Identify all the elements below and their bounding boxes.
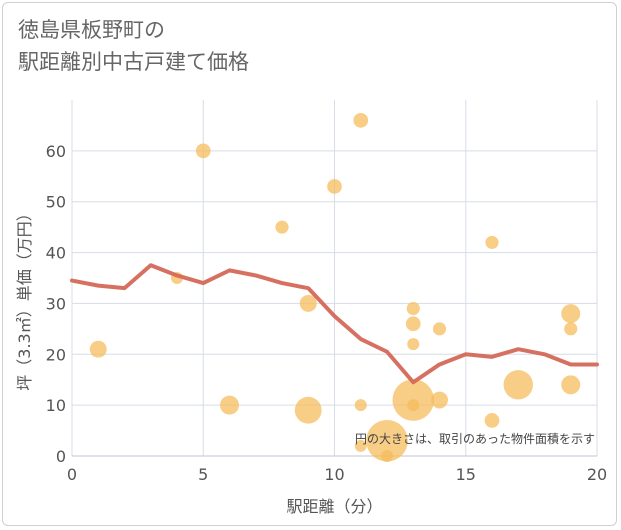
- bubble-19: [431, 391, 448, 409]
- title-line-2: 駅距離別中古戸建て価格: [18, 50, 249, 74]
- bubble-11: [366, 419, 408, 462]
- y-tick-label-2: 20: [46, 345, 66, 364]
- y-tick-label-6: 60: [46, 142, 66, 161]
- bubble-14: [405, 316, 421, 332]
- average-line: [70, 263, 599, 385]
- y-tick-label-5: 50: [46, 193, 66, 212]
- y-tick-label-4: 40: [46, 244, 66, 263]
- y-tick-label-0: 0: [56, 447, 66, 466]
- title-line-1: 徳島県板野町の: [18, 18, 165, 42]
- x-tick-label-1: 5: [198, 465, 208, 484]
- bubble-8: [353, 112, 369, 128]
- x-tick-label-3: 15: [456, 465, 476, 484]
- bubble-22: [503, 370, 533, 400]
- bubble-20: [485, 235, 499, 249]
- x-tick-label-4: 20: [587, 465, 607, 484]
- bubble-12: [381, 450, 393, 462]
- chart-frame: [2, 2, 617, 526]
- bubble-9: [354, 399, 367, 412]
- y-tick-label-3: 30: [46, 294, 66, 313]
- bubble-2: [195, 143, 211, 159]
- chart-title: 徳島県板野町の 駅距離別中古戸建て価格: [18, 14, 249, 78]
- y-tick-label-1: 10: [46, 396, 66, 415]
- bubble-24: [564, 322, 578, 336]
- bubble-4: [275, 220, 289, 234]
- bubble-3: [220, 395, 239, 415]
- bubble-23: [561, 304, 581, 324]
- x-axis-label: 駅距離（分）: [286, 497, 382, 516]
- y-axis-label: 坪（3.3㎡）単価（万円）: [15, 205, 34, 390]
- bubble-0: [89, 340, 107, 358]
- line-layer: [70, 263, 599, 385]
- bubble-5: [299, 294, 317, 312]
- bubble-6: [294, 396, 322, 424]
- bubble-17: [407, 399, 420, 412]
- bubble-10: [354, 439, 367, 452]
- bubble-21: [484, 413, 500, 428]
- bubble-7: [327, 179, 342, 194]
- tick-labels: 0 10 20 30 40 50 60 0 5 10 15 20: [46, 142, 608, 484]
- bubble-layer: [89, 112, 581, 462]
- x-tick-label-2: 10: [324, 465, 344, 484]
- grid: [71, 100, 598, 457]
- size-note: 円の大きさは、取引のあった物件面積を示す: [355, 431, 595, 446]
- bubble-25: [561, 375, 581, 395]
- x-tick-label-0: 0: [67, 465, 77, 484]
- bubble-18: [432, 322, 447, 336]
- bubble-13: [406, 301, 420, 316]
- bubble-15: [407, 338, 420, 351]
